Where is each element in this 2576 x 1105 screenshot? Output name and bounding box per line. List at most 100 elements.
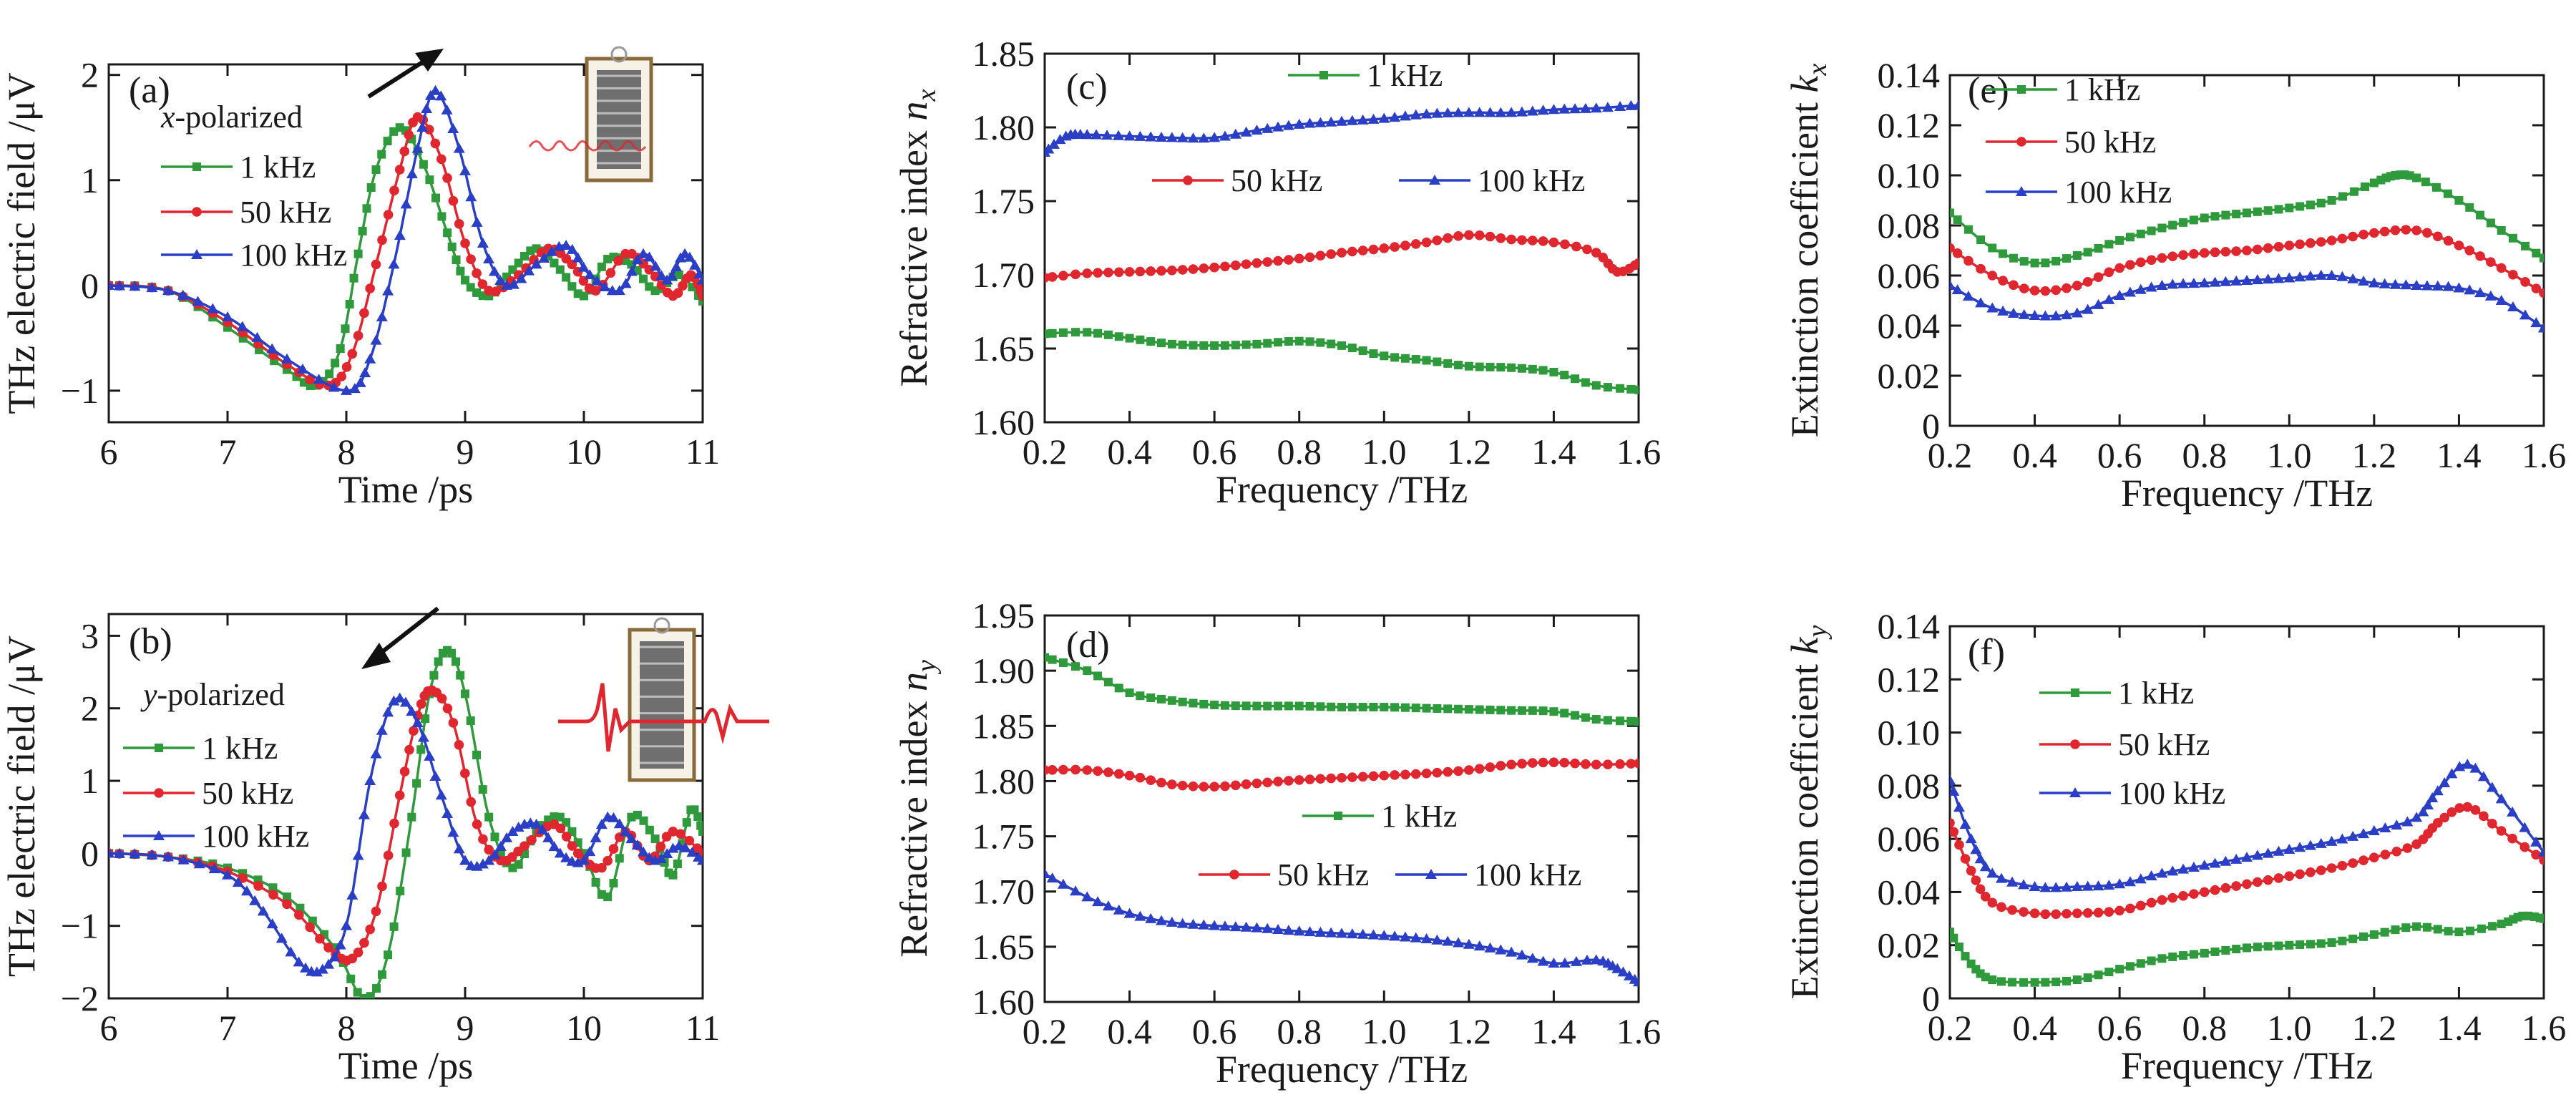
data-point [1229,921,1241,932]
data-point [1633,99,1639,110]
data-point [2337,233,2348,244]
data-point [2284,240,2295,250]
data-point [2187,861,2200,872]
data-point [2464,245,2475,255]
data-point [2296,202,2305,211]
data-point [2369,178,2379,188]
data-point [1146,693,1156,702]
legend-item: 1 kHz [123,731,278,766]
panel-d: 0.2 0.4 0.6 0.8 1.0 1.2 1.4 1.6 1.60 1.65 1.70 1.75… [892,595,1661,1091]
data-point [315,933,325,944]
data-point [1046,872,1058,883]
data-point [377,235,387,245]
legend-label: 1 kHz [240,150,316,185]
shift-arrow-icon [361,606,439,669]
data-point [2431,182,2441,192]
data-point [1252,339,1262,349]
data-point [1167,779,1177,789]
data-point [459,165,471,175]
data-point [1123,907,1136,918]
data-point [698,291,703,301]
data-point [359,938,369,948]
series-50-khz [1045,757,1639,792]
data-point [1603,759,1613,769]
data-point [1473,107,1485,117]
data-point [2232,210,2241,219]
data-point [1251,922,1263,933]
y-tick-label: 1.90 [972,651,1035,691]
series-1-khz [1950,911,2544,987]
data-point [285,946,297,957]
data-point [253,881,263,891]
data-point [366,992,375,998]
data-point [2454,240,2464,250]
data-point [2532,248,2541,258]
data-point [2167,892,2178,903]
data-point [490,832,499,842]
data-point [2039,882,2051,892]
data-point [1058,764,1068,775]
data-point [193,858,205,869]
data-point [2519,822,2531,832]
panel-label: (d) [1066,625,1110,666]
data-point [2326,235,2337,245]
data-point [697,855,703,865]
data-point [2337,860,2348,871]
data-point [1294,336,1304,346]
data-point [2476,210,2485,220]
data-point [2487,922,2497,931]
data-point [1485,762,1496,772]
data-point [1187,132,1199,143]
data-point [1210,341,1219,350]
data-point [590,286,601,296]
data-point [1145,912,1157,923]
data-point [177,854,190,865]
y-tick-label: 1 [81,761,99,801]
data-point [1950,280,1956,290]
data-point [1146,266,1156,276]
data-point [2486,782,2498,792]
data-point [620,278,632,288]
legend-label: 1 kHz [1381,799,1457,834]
data-point [542,832,555,842]
y-tick-label: 3 [81,615,99,656]
legend-label: 100 kHz [202,819,309,854]
data-point [2465,203,2474,212]
legend-item: 100 kHz [1395,857,1581,892]
data-point [2347,273,2359,283]
legend-item: 100 kHz [2039,776,2225,811]
data-point [2405,171,2414,180]
data-point [2274,205,2283,214]
data-point [2040,909,2051,920]
data-point [2114,878,2126,889]
data-point [1251,125,1263,135]
y-tick-label: −2 [61,978,99,1018]
data-point [2274,941,2283,950]
data-point [1347,772,1357,782]
legend-label: 1 kHz [2064,72,2140,107]
data-point [352,850,364,860]
data-point [313,374,325,384]
data-point [1625,99,1637,110]
data-point [2446,807,2457,817]
data-point [1081,891,1093,902]
data-point [2431,785,2444,796]
data-point [404,130,414,140]
panel-c: 0.2 0.4 0.6 0.8 1.0 1.2 1.4 1.6 1.60 1.65 1.70 1.75… [892,34,1661,511]
data-point [514,258,523,268]
data-point [1581,713,1590,722]
data-point [2359,932,2368,941]
data-point [1284,776,1294,786]
data-point [236,321,248,331]
data-point [1379,770,1390,781]
y-tick-label: 0 [81,266,99,306]
data-point [1634,385,1639,394]
data-point [1262,777,1273,788]
data-point [2263,243,2273,253]
data-point [389,922,399,931]
data-point [1047,765,1058,775]
data-point [489,849,501,860]
data-point [584,846,596,857]
data-point [113,280,125,291]
data-point [1431,107,1443,118]
